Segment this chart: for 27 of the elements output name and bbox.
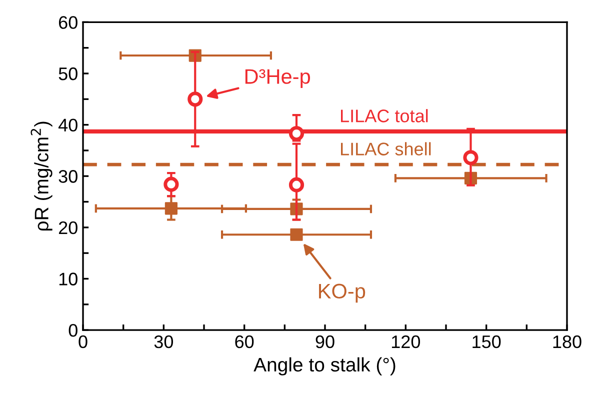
point	[288, 177, 304, 192]
point	[164, 202, 178, 215]
x-tick-label: 180	[553, 335, 582, 348]
y-tick-label: 10	[59, 272, 78, 286]
x-tick-label: 30	[154, 335, 174, 348]
x-tick-label: 90	[316, 335, 334, 348]
x-tick-label: 0	[78, 335, 88, 348]
y-tick-label: 50	[58, 67, 78, 80]
x-tick-label: 120	[392, 335, 420, 348]
y-tick-label: 30	[58, 170, 78, 183]
point	[164, 176, 179, 192]
point	[188, 92, 203, 107]
x-tick-label: 150	[472, 335, 501, 348]
annotation: D³He-p	[245, 69, 310, 88]
ref-line-label: LILAC total	[341, 109, 428, 122]
y-axis-title: ρR (mg/cm$^{2}$)	[30, 122, 52, 230]
y-tick-label: 20	[58, 221, 78, 234]
y-tick-label: 40	[58, 118, 78, 132]
x-tick-label: 60	[235, 335, 254, 348]
x-axis-title: Angle to stalk (°)	[254, 357, 396, 376]
y-tick-label: 0	[68, 324, 78, 337]
point	[290, 228, 303, 241]
annotation: KO-p	[319, 284, 366, 303]
point	[463, 150, 478, 166]
point	[288, 126, 304, 142]
y-tick-label: 60	[58, 16, 78, 29]
ref-line-label: LILAC shell	[341, 142, 431, 156]
